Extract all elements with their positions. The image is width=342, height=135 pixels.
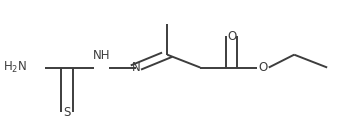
Text: NH: NH [93, 49, 110, 62]
Text: S: S [63, 106, 70, 119]
Text: O: O [227, 30, 236, 43]
Text: O: O [258, 61, 267, 74]
Text: N: N [132, 61, 140, 74]
Text: H$_2$N: H$_2$N [3, 60, 27, 75]
